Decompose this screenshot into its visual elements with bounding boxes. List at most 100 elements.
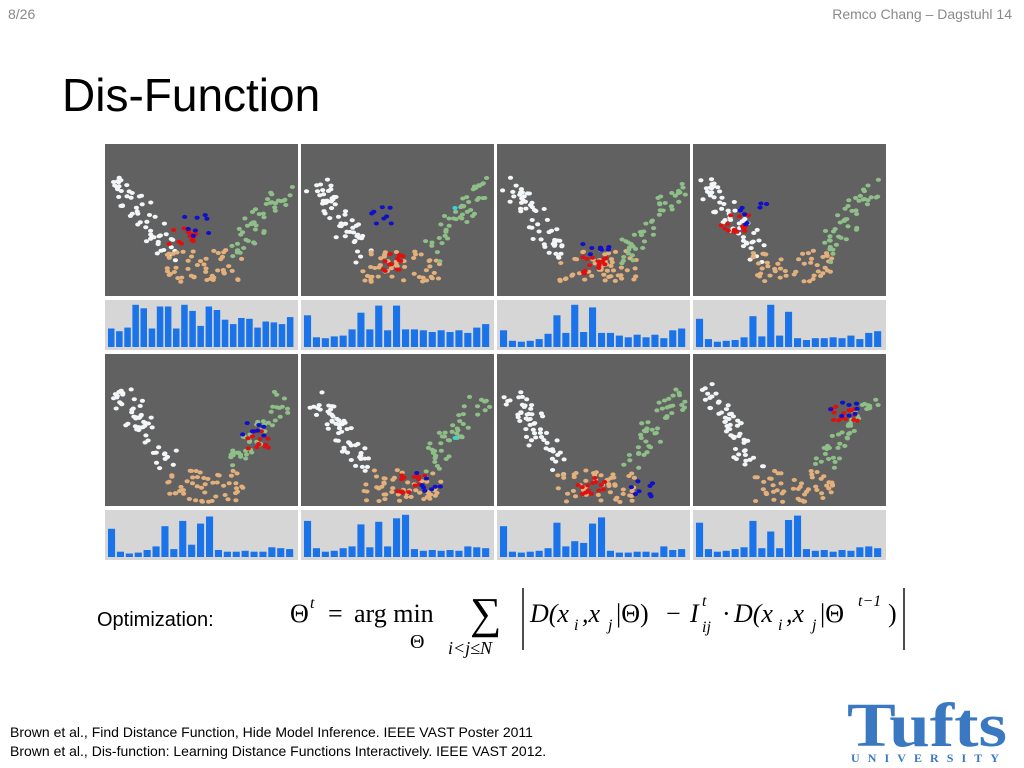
- histogram-bar: [874, 331, 882, 347]
- scatter-point: [778, 481, 784, 486]
- scatter-point: [375, 274, 381, 279]
- scatter-point: [164, 266, 170, 271]
- formula-d1-comma: ,x: [582, 599, 601, 628]
- scatter-point: [422, 488, 428, 493]
- scatter-point: [460, 412, 466, 417]
- scatter-point: [460, 196, 466, 201]
- scatter-point: [538, 435, 545, 439]
- histogram-bar: [508, 340, 516, 347]
- scatter-point: [382, 250, 388, 255]
- scatter-point: [131, 397, 137, 402]
- scatter-point: [598, 483, 604, 487]
- scatter-point: [830, 251, 836, 256]
- scatter-point: [145, 438, 151, 443]
- histogram-bar: [794, 338, 802, 347]
- scatter-point: [753, 499, 759, 503]
- scatter-point: [836, 418, 842, 423]
- scatter-point: [541, 438, 547, 442]
- histogram-bar: [856, 339, 864, 347]
- scatter-point: [466, 200, 472, 204]
- scatter-point: [148, 232, 154, 237]
- formula-sum: ∑: [470, 589, 501, 638]
- scatter-point: [139, 398, 145, 403]
- scatter-point: [348, 426, 354, 431]
- scatter-point: [759, 266, 765, 271]
- scatter-point: [620, 487, 626, 492]
- scatter-point: [845, 423, 851, 428]
- histogram-bar: [321, 551, 329, 557]
- scatter-point: [845, 204, 851, 208]
- scatter-point: [827, 234, 833, 239]
- scatter-point: [427, 441, 433, 446]
- scatter-point: [501, 395, 507, 400]
- scatter-point: [835, 445, 841, 450]
- histogram-bar: [108, 528, 116, 557]
- scatter-point: [777, 266, 784, 271]
- scatter-point: [371, 209, 377, 214]
- scatter-point: [202, 490, 208, 495]
- histogram-bar: [473, 327, 481, 347]
- histogram-bar: [321, 338, 329, 347]
- scatter-point: [188, 254, 195, 259]
- scatter-point: [571, 472, 577, 477]
- scatter-point: [743, 458, 749, 463]
- histogram-bar: [428, 332, 436, 347]
- scatter-point: [408, 494, 414, 499]
- scatter-point: [453, 217, 459, 222]
- scatter-point: [767, 273, 773, 278]
- formula-d2-close: |Θ: [820, 599, 844, 628]
- scatter-point: [854, 225, 860, 230]
- histogram-bar: [562, 546, 570, 557]
- scatter-point: [608, 263, 614, 268]
- scatter-point: [139, 202, 145, 207]
- weight-histogram: [693, 510, 886, 560]
- scatter-point: [324, 422, 330, 427]
- logo-sub: UNIVERSITY: [851, 751, 1003, 764]
- scatter-plot: [693, 354, 886, 506]
- scatter-point: [608, 476, 614, 480]
- scatter-point: [303, 189, 310, 194]
- scatter-point: [829, 433, 835, 438]
- histogram-bar: [517, 552, 525, 557]
- scatter-point: [432, 456, 438, 461]
- scatter-point: [112, 392, 119, 397]
- scatter-point: [555, 452, 561, 457]
- scatter-point: [630, 258, 636, 263]
- scatter-point: [624, 268, 630, 273]
- scatter-point: [747, 457, 753, 462]
- scatter-point: [209, 498, 215, 503]
- scatter-point: [526, 443, 532, 448]
- scatter-point: [342, 234, 348, 239]
- scatter-point: [744, 241, 750, 246]
- histogram-bar: [241, 550, 249, 557]
- scatter-point: [278, 199, 284, 204]
- scatter-point: [809, 475, 815, 480]
- scatter-point: [529, 403, 535, 408]
- scatter-point: [171, 227, 177, 232]
- scatter-point: [617, 499, 623, 504]
- scatter-background: [105, 144, 298, 296]
- scatter-point: [725, 208, 731, 213]
- scatter-point: [287, 193, 293, 198]
- scatter-point: [651, 226, 657, 231]
- scatter-point: [557, 277, 563, 282]
- scatter-point: [437, 259, 443, 264]
- scatter-point: [242, 216, 248, 221]
- histogram-bar: [312, 548, 320, 557]
- scatter-point: [171, 270, 177, 274]
- scatter-point: [875, 194, 881, 199]
- scatter-point: [555, 486, 561, 491]
- scatter-point: [808, 469, 814, 473]
- scatter-point: [715, 185, 721, 190]
- scatter-point: [849, 208, 855, 213]
- scatter-point: [189, 481, 196, 486]
- scatter-point: [245, 446, 251, 451]
- scatter-point: [550, 468, 556, 472]
- scatter-point: [230, 463, 236, 468]
- scatter-point: [757, 205, 763, 210]
- scatter-point: [186, 497, 192, 501]
- scatter-point: [436, 262, 443, 267]
- scatter-point: [161, 221, 167, 226]
- scatter-point: [517, 419, 523, 423]
- scatter-point: [546, 250, 552, 255]
